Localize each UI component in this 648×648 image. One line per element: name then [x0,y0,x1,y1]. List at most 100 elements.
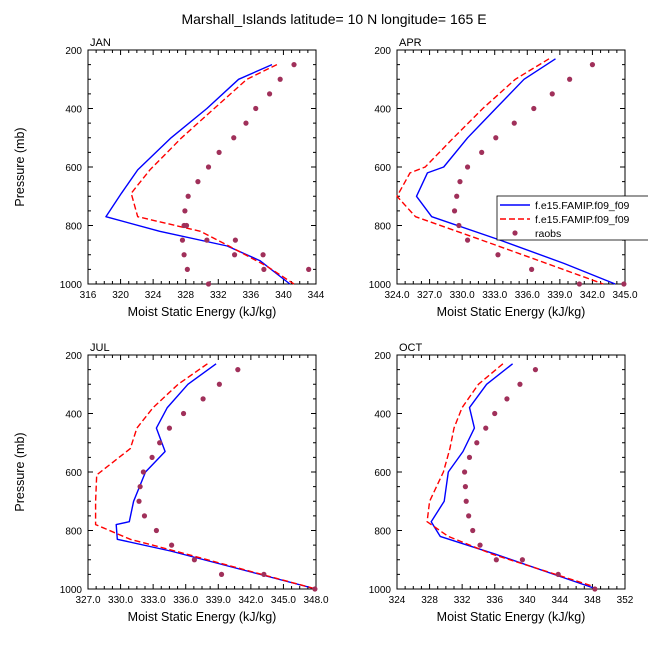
raobs-marker-oct [466,454,473,460]
x-tick-label-apr: 327.0 [417,290,442,301]
x-tick-label-jul: 330.0 [108,595,133,606]
panel-jul: JUL 327.0 330.0 333.0 336.0 339.0 342.0 345.0 34… [13,342,329,624]
raobs-marker-oct [493,557,499,563]
x-tick-label-oct: 340 [519,595,536,606]
raobs-marker-jul [261,571,267,577]
x-tick-label-jul: 339.0 [206,595,231,606]
raobs-marker-jan [185,193,191,199]
panel-label-jan: JAN [90,37,111,49]
y-tick-label-jan: 1000 [60,280,83,291]
raobs-marker-apr [495,252,501,258]
raobs-marker-oct [519,557,526,563]
raobs-marker-oct [461,469,468,475]
model-dashed-line-apr [396,58,604,285]
x-tick-label-jul: 336.0 [173,595,198,606]
x-tick-label-apr: 324.0 [384,290,409,301]
raobs-marker-jul [235,367,241,373]
x-tick-label-apr: 330.0 [450,290,475,301]
model-dashed-line-jan [130,63,295,285]
legend-box [496,195,648,241]
y-tick-label-oct: 800 [374,527,391,538]
raobs-marker-jan [183,222,190,229]
model-solid-line-apr [415,58,616,285]
legend: f.e15.FAMIP.f09_f09 f.e15.FAMIP.f09_f09ra… [496,195,648,241]
plot-frame-jan [87,49,317,285]
x-tick-label-jan: 340 [275,290,292,301]
x-tick-label-oct: 344 [552,595,569,606]
raobs-marker-oct [463,498,469,504]
y-tick-label-apr: 200 [374,46,391,57]
y-tick-label-jul: 1000 [60,585,83,596]
x-tick-label-jan: 320 [112,290,129,301]
raobs-marker-jan [205,281,212,287]
x-tick-label-jan: 324 [145,290,162,301]
x-axis-title-oct: Moist Static Energy (kJ/kg) [437,610,586,624]
x-axis-title-jul: Moist Static Energy (kJ/kg) [128,610,277,624]
raobs-marker-oct [470,527,476,534]
raobs-marker-jan [195,179,201,185]
raobs-marker-jan [277,76,283,82]
raobs-marker-apr [493,135,499,141]
raobs-marker-jul [191,557,197,563]
model-solid-line-jul [115,363,317,590]
raobs-marker-jan [291,62,297,68]
y-tick-label-jan: 400 [65,105,82,116]
raobs-marker-jan [306,266,312,272]
raobs-marker-apr [529,266,535,272]
raobs-marker-oct [474,440,480,446]
y-tick-label-apr: 600 [374,163,391,174]
raobs-marker-jul [157,440,163,446]
plot-frame-oct [396,354,626,590]
y-tick-label-jul: 400 [65,410,82,421]
raobs-marker-jan [253,105,259,112]
raobs-marker-oct [517,381,523,387]
x-tick-label-jul: 342.0 [238,595,263,606]
y-tick-label-apr: 400 [374,105,391,116]
x-tick-label-jan: 316 [80,290,97,301]
raobs-marker-jul [137,484,143,490]
y-tick-label-oct: 400 [374,410,391,421]
raobs-marker-oct [492,410,498,417]
x-tick-label-oct: 336 [486,595,503,606]
x-tick-label-jan: 336 [243,290,260,301]
raobs-marker-oct [555,571,561,577]
raobs-marker-jan [179,237,186,243]
raobs-marker-oct [462,484,468,490]
x-tick-label-apr: 339.0 [547,290,572,301]
raobs-marker-jan [232,237,238,243]
raobs-marker-jan [184,266,190,272]
y-tick-label-apr: 1000 [369,280,392,291]
raobs-marker-apr [464,164,471,170]
raobs-marker-jul [141,513,148,519]
raobs-marker-jan [261,266,267,272]
raobs-marker-jan [231,135,237,141]
y-tick-label-jul: 200 [65,351,82,362]
y-tick-label-oct: 200 [374,351,391,362]
raobs-marker-apr [567,76,573,82]
x-tick-label-oct: 352 [617,595,634,606]
x-tick-label-oct: 328 [421,595,438,606]
y-tick-label-oct: 600 [374,468,391,479]
raobs-marker-jan [266,91,273,97]
y-axis-title-jan: Pressure (mb) [13,127,27,206]
x-tick-label-jan: 328 [177,290,194,301]
x-tick-label-jan: 332 [210,290,227,301]
y-tick-label-oct: 1000 [369,585,392,596]
raobs-marker-jul [166,425,173,431]
panel-label-jul: JUL [90,342,110,354]
raobs-marker-jul [136,498,142,504]
x-tick-label-oct: 332 [454,595,471,606]
x-tick-label-apr: 336.0 [515,290,540,301]
raobs-marker-jan [216,149,222,155]
legend-label: f.e15.FAMIP.f09_f09 [535,214,630,226]
model-dashed-line-oct [426,363,593,587]
raobs-marker-oct [592,586,598,592]
plot-frame-jul [87,354,317,590]
raobs-marker-oct [477,542,483,548]
model-dashed-line-jul [94,363,317,590]
raobs-marker-apr [576,281,583,287]
raobs-marker-oct [504,396,510,402]
main-title: Marshall_Islands latitude= 10 N longitud… [181,11,486,27]
x-tick-label-jul: 345.0 [271,595,296,606]
raobs-marker-jul [216,381,222,387]
